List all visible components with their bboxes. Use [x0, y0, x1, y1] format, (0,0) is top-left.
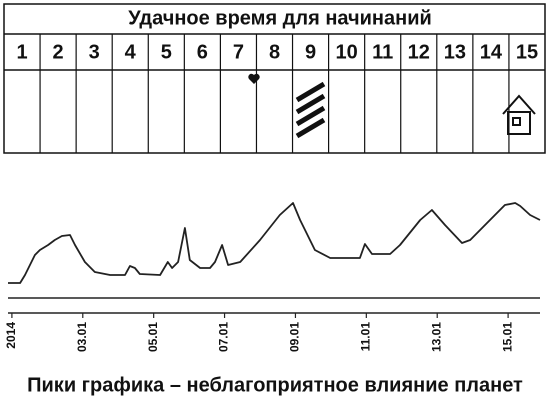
day-number: 13: [444, 41, 466, 63]
x-tick-label: 13.01: [429, 322, 443, 352]
x-tick-label: 03.01: [75, 322, 89, 352]
day-number: 14: [480, 41, 503, 63]
icon-stripes: [295, 81, 326, 139]
x-tick-label: 09.01: [288, 322, 302, 352]
icon-heart: [248, 73, 260, 84]
table-frame: [3, 3, 546, 154]
day-number: 1: [16, 41, 27, 63]
x-tick-label: 15.01: [500, 322, 514, 352]
x-tick-label: 11.01: [359, 322, 373, 352]
day-number: 4: [125, 41, 137, 63]
day-number: 7: [233, 41, 244, 63]
x-tick-label: 2014: [4, 322, 18, 349]
day-number: 8: [269, 41, 280, 63]
x-tick-label: 05.01: [146, 322, 160, 352]
day-number: 15: [516, 41, 538, 63]
day-number: 3: [89, 41, 100, 63]
day-number: 6: [197, 41, 208, 63]
line-series: [8, 202, 541, 284]
day-number: 12: [408, 41, 430, 63]
day-number: 10: [336, 41, 358, 63]
table-title: Удачное время для начинаний: [128, 7, 432, 29]
day-number: 11: [372, 41, 393, 63]
day-number: 9: [305, 41, 316, 63]
day-number: 2: [53, 41, 64, 63]
chart-caption: Пики графика – неблагоприятное влияние п…: [27, 374, 523, 396]
day-number: 5: [161, 41, 172, 63]
x-tick-label: 07.01: [217, 322, 231, 352]
icon-house: [502, 94, 536, 135]
